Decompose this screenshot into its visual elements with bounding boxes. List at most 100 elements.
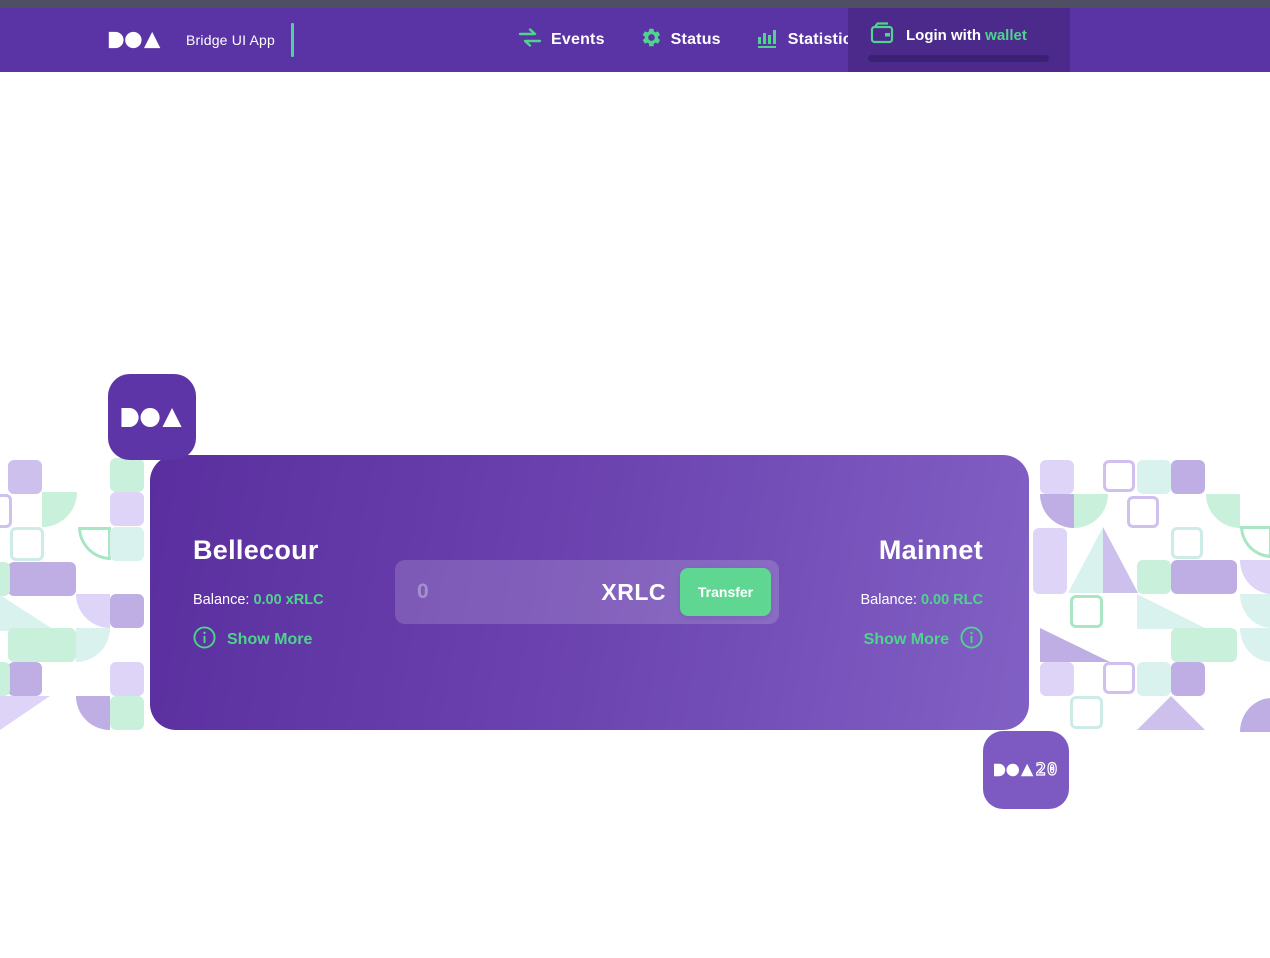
nav-item-statistics[interactable]: Statistics xyxy=(757,28,861,53)
deco-shape xyxy=(1103,460,1135,492)
deco-shape xyxy=(1033,528,1067,594)
deco-shape xyxy=(76,628,110,662)
brand-separator xyxy=(291,23,294,57)
poa-logo-icon xyxy=(993,763,1034,777)
login-with-wallet-button[interactable]: Login with wallet xyxy=(848,8,1070,72)
poa-logo-icon xyxy=(108,31,162,49)
deco-shape xyxy=(110,662,144,696)
poa20-badge: 20 xyxy=(983,731,1069,809)
deco-shape xyxy=(110,492,144,526)
to-balance: Balance: 0.00 RLC xyxy=(861,592,984,608)
to-network-block: Mainnet Balance: 0.00 RLC Show More xyxy=(861,535,984,654)
brand: Bridge UI App xyxy=(108,8,294,72)
deco-shape xyxy=(1103,527,1138,593)
nav-label-status: Status xyxy=(670,31,721,48)
to-network-title: Mainnet xyxy=(878,535,983,565)
info-icon xyxy=(193,626,216,654)
deco-shape xyxy=(110,458,144,492)
deco-shape xyxy=(1070,696,1103,729)
bridge-card: Bellecour Balance:0.00 xRLC Show More XR… xyxy=(150,455,1029,730)
deco-shape xyxy=(1040,460,1074,494)
login-label: Login with wallet xyxy=(906,27,1027,44)
header: Bridge UI App Events Statu xyxy=(0,8,1270,72)
from-network-title: Bellecour xyxy=(193,535,319,565)
deco-shape xyxy=(1240,560,1270,594)
login-prefix: Login with xyxy=(906,27,981,44)
top-strip xyxy=(0,0,1270,8)
deco-shape xyxy=(1074,494,1108,528)
deco-shape xyxy=(0,662,10,696)
deco-shape xyxy=(10,527,44,561)
deco-shape xyxy=(1240,698,1270,732)
deco-shape xyxy=(1137,460,1171,494)
poa20-suffix: 20 xyxy=(1035,759,1059,780)
from-show-more[interactable]: Show More xyxy=(193,626,324,654)
deco-shape xyxy=(1206,494,1240,528)
main-nav: Events Status xyxy=(518,8,861,72)
deco-shape xyxy=(1240,594,1270,628)
deco-shape xyxy=(8,628,76,662)
from-balance-label: Balance: xyxy=(193,592,250,608)
to-balance-label: Balance: xyxy=(860,592,917,608)
deco-shape xyxy=(8,562,76,596)
login-highlight: wallet xyxy=(985,27,1027,44)
login-underline-bar xyxy=(868,55,1049,62)
deco-shape xyxy=(1171,628,1237,662)
deco-shape xyxy=(1040,494,1074,528)
deco-left xyxy=(0,450,148,750)
transfer-arrows-icon xyxy=(518,27,542,53)
deco-shape xyxy=(76,696,110,730)
deco-shape xyxy=(76,594,110,628)
deco-shape xyxy=(1137,594,1207,629)
amount-input[interactable] xyxy=(395,560,605,624)
from-network-block: Bellecour Balance: 0.00 xRLC Show More xyxy=(193,535,324,654)
nav-item-status[interactable]: Status xyxy=(641,27,721,53)
deco-shape xyxy=(1171,560,1237,594)
deco-shape xyxy=(0,562,10,596)
deco-shape xyxy=(1127,496,1159,528)
deco-shape xyxy=(42,492,77,527)
to-balance-value: 0.00 RLC xyxy=(920,592,983,608)
deco-shape xyxy=(0,696,50,730)
to-show-more[interactable]: Show More xyxy=(861,626,984,654)
wallet-icon xyxy=(870,22,894,49)
deco-shape xyxy=(110,594,144,628)
from-balance-value: 0.00 xRLC xyxy=(253,592,324,608)
nav-item-events[interactable]: Events xyxy=(518,27,605,53)
deco-shape xyxy=(1171,662,1205,696)
deco-shape xyxy=(1137,696,1205,730)
deco-shape xyxy=(110,696,144,730)
nav-label-statistics: Statistics xyxy=(787,31,861,48)
currency-label: XRLC xyxy=(601,578,666,605)
deco-shape xyxy=(8,460,42,494)
nav-label-events: Events xyxy=(551,31,605,48)
deco-shape xyxy=(0,595,56,631)
deco-right xyxy=(1030,450,1270,750)
deco-shape xyxy=(1040,662,1074,696)
to-show-more-label: Show More xyxy=(863,631,949,648)
deco-shape xyxy=(1240,526,1270,558)
amount-box: XRLC Transfer xyxy=(395,560,779,624)
deco-shape xyxy=(78,527,111,560)
poa-logo-icon xyxy=(121,407,182,427)
deco-shape xyxy=(1240,628,1270,662)
login-row: Login with wallet xyxy=(870,22,1027,49)
info-icon xyxy=(960,626,983,654)
deco-shape xyxy=(1171,460,1205,494)
from-show-more-label: Show More xyxy=(227,631,313,648)
deco-shape xyxy=(1137,560,1171,594)
bar-chart-icon xyxy=(757,28,779,53)
deco-shape xyxy=(110,527,144,561)
transfer-button[interactable]: Transfer xyxy=(680,568,771,616)
app-name: Bridge UI App xyxy=(186,32,275,48)
deco-shape xyxy=(1040,628,1110,662)
deco-shape xyxy=(0,494,12,528)
deco-shape xyxy=(1171,527,1203,559)
from-balance: Balance: 0.00 xRLC xyxy=(193,592,324,608)
deco-shape xyxy=(1070,595,1103,628)
gear-icon xyxy=(641,27,662,53)
poa-badge xyxy=(108,374,196,460)
deco-shape xyxy=(1137,662,1171,696)
deco-shape xyxy=(1103,662,1135,694)
